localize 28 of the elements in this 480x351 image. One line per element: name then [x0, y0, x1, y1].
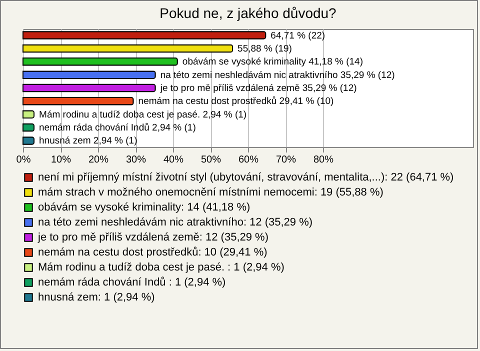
x-tick-label: 40% [163, 154, 184, 166]
legend-label: nemám ráda chování Indů : 1 (2,94 %) [38, 276, 226, 288]
legend-label: je to pro mě příliš vzdálená země: 12 (35,29 %) [37, 232, 269, 244]
data-label: na této zemi neshledávám nic atraktivního 35,29 % (12) [160, 70, 395, 81]
data-label: nemám ráda chování Indů 2,94 % (1) [39, 122, 196, 134]
legend-label: obávám se vysoké kriminality: 14 (41,18 %) [38, 202, 250, 214]
legend-label: mám strach v možného onemocnění místními nemocemi: 19 (55,88 %) [38, 186, 384, 198]
data-label: hnusná zem 2,94 % (1) [39, 136, 138, 147]
data-label: 55,88 % (19) [238, 43, 292, 54]
legend-label: není mi příjemný místní životní styl (ubytování, stravování, mentalita,...): 22 (64,71 %) [38, 172, 454, 184]
x-tick-label: 70% [276, 154, 296, 166]
x-tick-label: 60% [238, 154, 259, 166]
x-tick-label: 10% [50, 154, 72, 166]
x-tick-label: 80% [313, 154, 334, 166]
data-label: 64,71 % (22) [270, 30, 326, 42]
data-label: je to pro mě příliš vzdálená země 35,29 % (12) [159, 83, 357, 94]
data-label: Mám rodinu a tudíž doba cest je pasé. 2,94 % (1) [39, 109, 247, 120]
data-label: nemám na cestu dost prostředků 29,41 % (10) [138, 96, 334, 108]
legend-label: na této zemi neshledávám nic atraktivního: 12 (35,29 %) [38, 216, 313, 228]
data-label: obávám se vysoké kriminality 41,18 % (14) [182, 56, 364, 68]
chart-title: Pokud ne, z jakého důvodu? [160, 5, 337, 21]
x-tick-label: 30% [126, 154, 146, 166]
legend-label: nemám na cestu dost prostředků: 10 (29,41 %) [38, 246, 268, 258]
legend-label: Mám rodinu a tudíž doba cest je pasé. : 1 (2,94 %) [38, 262, 284, 274]
x-tick-label: 0% [16, 154, 31, 166]
x-tick-label: 50% [200, 154, 222, 166]
x-tick-label: 20% [88, 154, 109, 166]
legend-label: hnusná zem: 1 (2,94 %) [38, 292, 155, 304]
